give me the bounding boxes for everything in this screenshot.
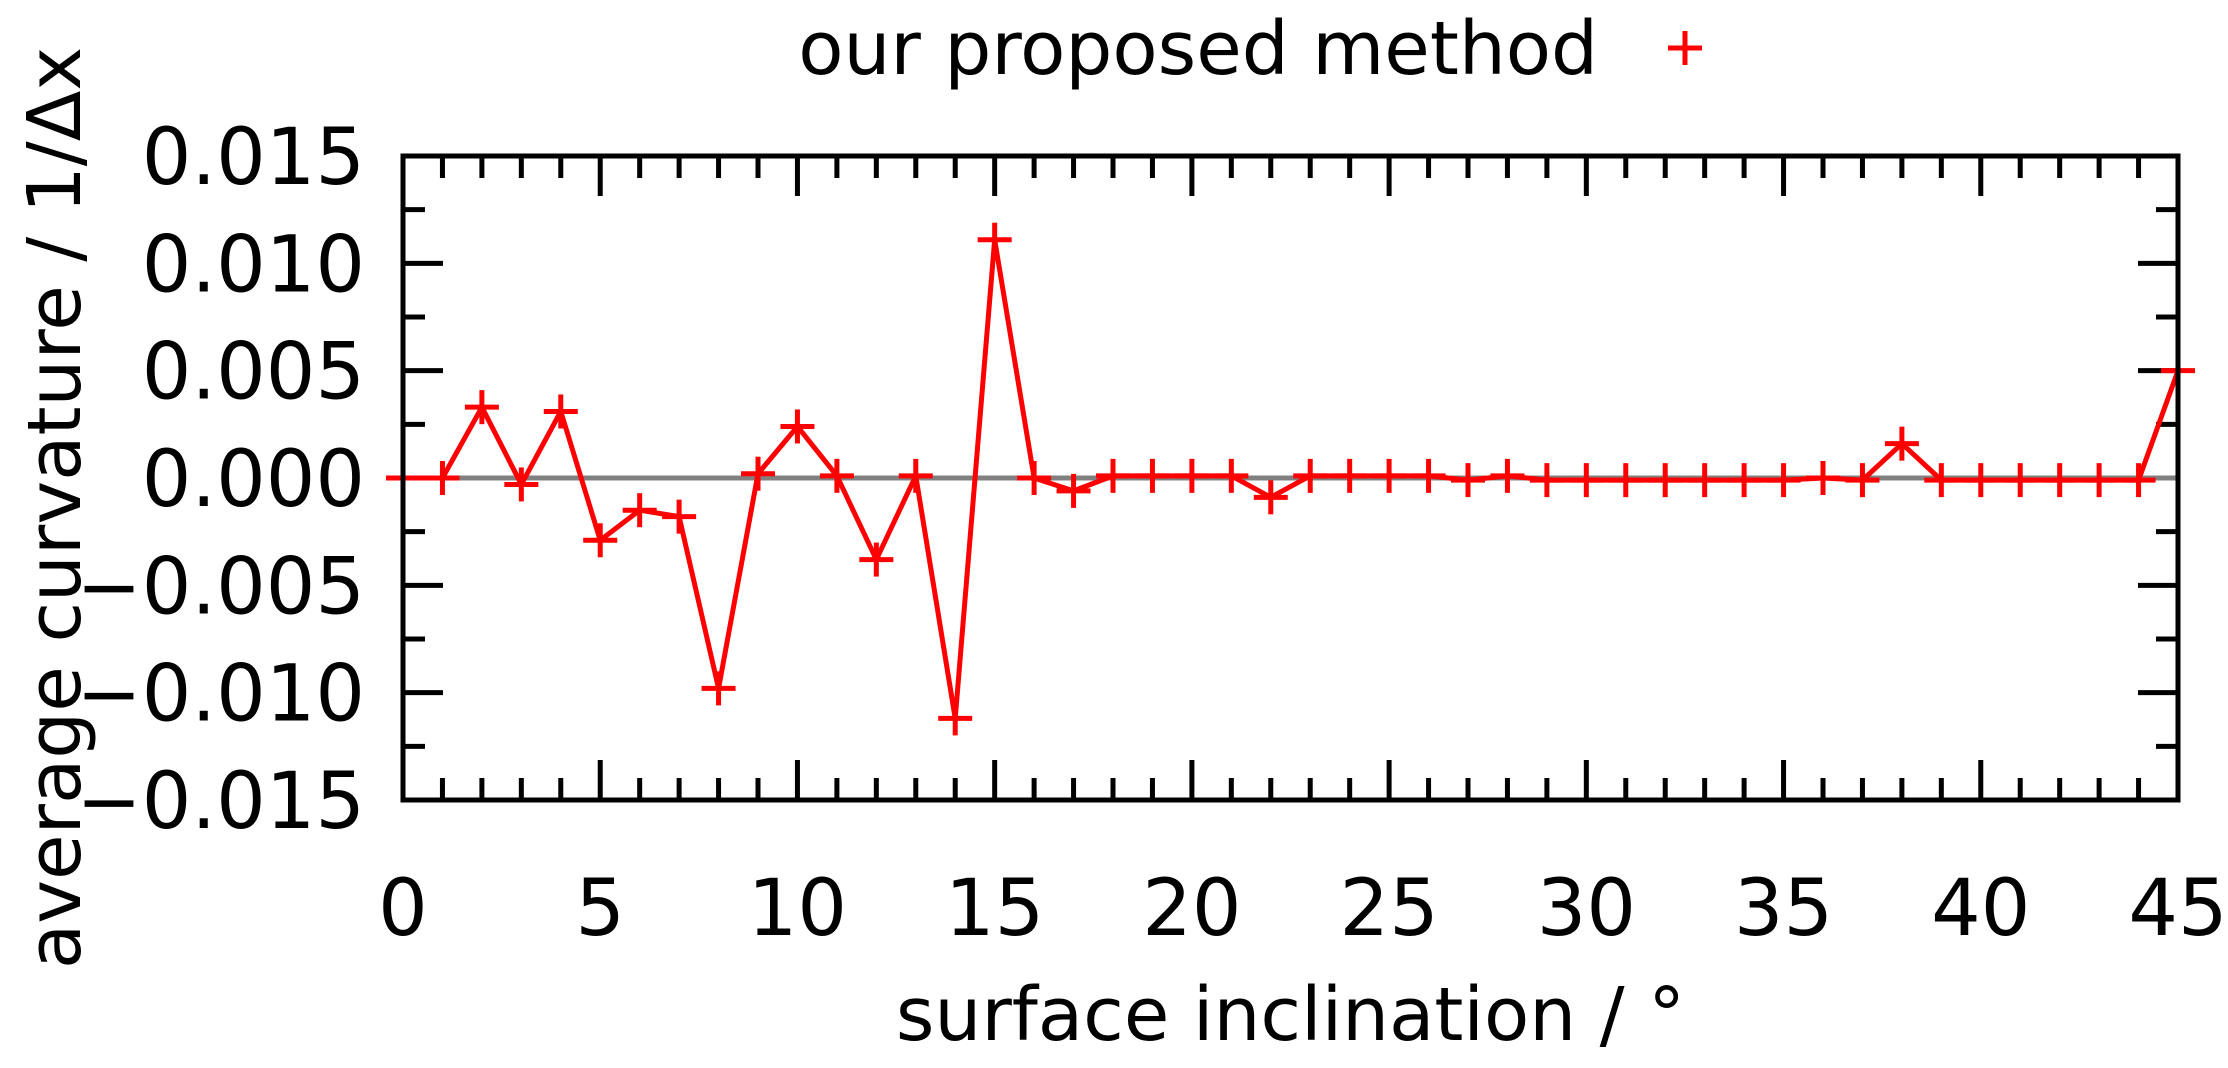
legend-label: our proposed method <box>798 6 1598 92</box>
x-tick-label: 45 <box>2128 864 2227 954</box>
x-tick-label: 35 <box>1734 864 1833 954</box>
data-point <box>662 499 697 534</box>
data-point <box>977 222 1012 257</box>
data-point <box>1687 463 1722 498</box>
x-tick-label: 5 <box>575 864 625 954</box>
data-point <box>2003 463 2038 498</box>
data-point <box>1293 458 1328 493</box>
x-axis-label: surface inclination / ° <box>896 972 1685 1058</box>
data-point <box>425 461 460 495</box>
data-point <box>1253 480 1288 515</box>
data-point <box>1569 463 1604 498</box>
data-point <box>1332 458 1367 493</box>
data-point <box>1056 473 1091 508</box>
data-point <box>859 542 894 577</box>
plot-frame <box>400 153 2181 803</box>
data-point <box>2082 463 2117 498</box>
data-point <box>1451 463 1485 498</box>
data-point <box>1135 458 1170 493</box>
data-point <box>2042 463 2077 498</box>
data-point <box>1411 458 1446 493</box>
data-point <box>780 409 815 444</box>
data-point <box>701 671 736 706</box>
data-point <box>1529 463 1564 498</box>
x-tick-label: 25 <box>1339 864 1438 954</box>
data-point <box>1017 461 1052 495</box>
legend-marker <box>1668 31 1702 65</box>
x-tick-label: 20 <box>1142 864 1241 954</box>
data-point <box>819 458 854 493</box>
y-axis-label: average curvature / 1/Δx <box>12 47 98 969</box>
series-line <box>403 237 2181 721</box>
y-tick-label: −0.005 <box>76 542 365 632</box>
data-point <box>938 701 973 736</box>
data-point <box>1884 426 1919 461</box>
data-point <box>1766 463 1801 498</box>
x-tick-labels: 0 5 10 15 20 25 30 35 40 45 <box>378 864 2227 954</box>
data-point <box>1174 458 1209 493</box>
series-layer <box>386 222 2195 736</box>
x-tick-label: 15 <box>945 864 1044 954</box>
data-point <box>1963 463 1998 498</box>
data-point <box>1924 463 1959 498</box>
data-point <box>543 394 578 429</box>
legend: our proposed method <box>798 6 1702 92</box>
data-point <box>464 390 499 425</box>
tick-marks <box>400 153 2181 803</box>
y-tick-labels: −0.015 −0.010 −0.005 0.000 0.005 0.010 0.015 <box>76 113 365 847</box>
data-point <box>1490 458 1525 493</box>
data-point <box>741 456 775 491</box>
x-tick-label: 0 <box>378 864 428 954</box>
data-point <box>583 523 618 558</box>
data-point <box>504 467 539 502</box>
data-point <box>1608 463 1643 498</box>
data-point <box>1096 458 1130 493</box>
data-point <box>1806 461 1840 495</box>
data-point <box>1727 463 1762 498</box>
x-tick-label: 10 <box>748 864 847 954</box>
data-point <box>1648 463 1683 498</box>
y-tick-label: −0.010 <box>76 650 365 740</box>
y-tick-label: 0.005 <box>142 328 365 418</box>
data-point <box>1845 463 1880 498</box>
data-point <box>622 493 657 528</box>
x-tick-label: 30 <box>1537 864 1636 954</box>
data-point <box>898 458 933 493</box>
y-tick-label: 0.000 <box>142 435 365 525</box>
y-tick-label: 0.010 <box>142 220 365 310</box>
data-point <box>1372 458 1407 493</box>
x-tick-label: 40 <box>1931 864 2030 954</box>
y-tick-label: 0.015 <box>142 113 365 203</box>
data-point <box>2121 463 2156 498</box>
data-point <box>1214 458 1249 493</box>
y-tick-label: −0.015 <box>76 757 365 847</box>
